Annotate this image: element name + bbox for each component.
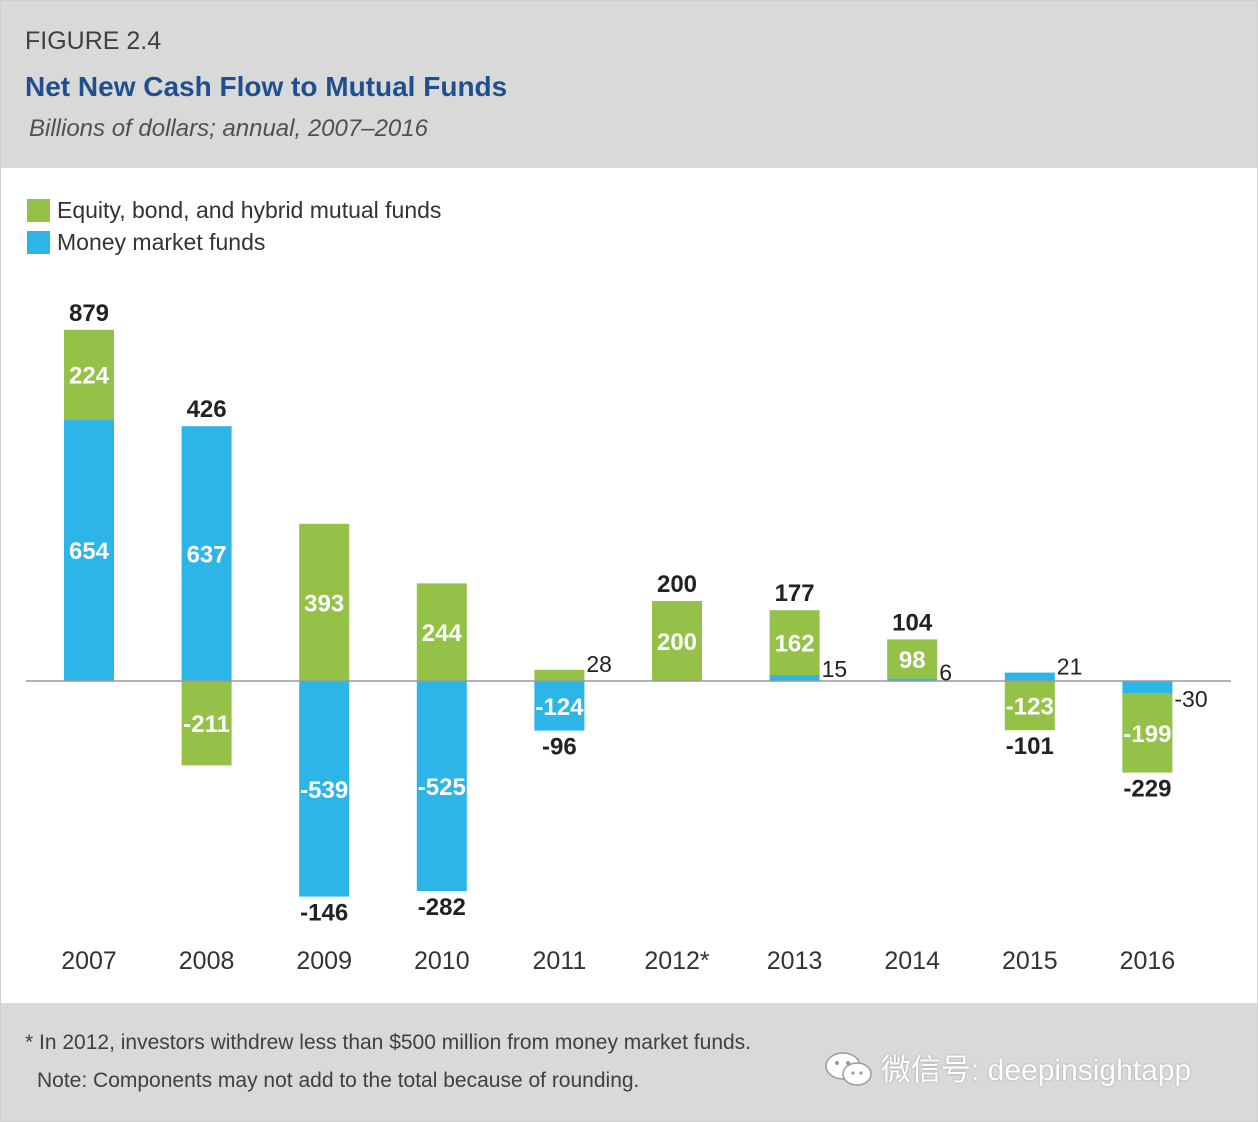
bar-equity-2016 <box>1122 693 1173 773</box>
bar-equity-2011 <box>534 669 585 681</box>
bar-money-market-2011 <box>534 681 585 731</box>
legend-swatch-equity <box>27 199 50 222</box>
data-label: -211 <box>183 711 230 738</box>
bar-money-market-2013 <box>769 675 820 681</box>
x-tick-label: 2007 <box>61 947 117 975</box>
data-label: 162 <box>775 631 815 658</box>
legend-label-money-market: Money market funds <box>57 229 266 255</box>
footnote-2012: * In 2012, investors withdrew less than … <box>25 1031 752 1054</box>
bar-money-market-2016 <box>1122 681 1173 693</box>
data-label: 224 <box>69 363 110 390</box>
bar-equity-2015 <box>1004 681 1055 731</box>
total-label: -101 <box>1006 733 1054 760</box>
bar-money-market-2007 <box>64 419 114 681</box>
chart-title: Net New Cash Flow to Mutual Funds <box>25 71 508 102</box>
bar-equity-2012 <box>652 601 702 681</box>
bar-equity-2008 <box>181 681 232 766</box>
footnote-rounding: Note: Components may not add to the tota… <box>37 1069 640 1092</box>
bar-equity-2010 <box>416 583 467 681</box>
total-label: 879 <box>69 300 109 327</box>
data-label: -539 <box>300 777 348 804</box>
data-label: 21 <box>1057 654 1083 680</box>
total-label: 426 <box>187 396 227 423</box>
data-label: -30 <box>1174 686 1207 712</box>
watermark-text: 微信号: deepinsightapp <box>881 1054 1192 1087</box>
data-label: 393 <box>304 590 344 617</box>
bar-money-market-2008 <box>181 426 232 681</box>
data-label: 15 <box>822 656 848 682</box>
data-label: 6 <box>939 660 952 686</box>
x-tick-label: 2008 <box>179 947 235 975</box>
x-tick-label: 2009 <box>296 947 352 975</box>
figure-footer: * In 2012, investors withdrew less than … <box>1 1003 1257 1121</box>
data-label: 244 <box>422 620 463 647</box>
legend-swatch-money-market <box>27 231 50 254</box>
bar-equity-2007 <box>64 329 114 420</box>
x-tick-label: 2013 <box>767 947 823 975</box>
bar-equity-2014 <box>887 639 938 679</box>
total-label: -96 <box>542 734 577 761</box>
data-label: -124 <box>535 694 584 721</box>
data-label: 98 <box>899 647 926 674</box>
bar-equity-2009 <box>299 523 350 681</box>
total-label: 104 <box>892 609 933 636</box>
bar-equity-2013 <box>769 610 820 675</box>
total-label: 177 <box>775 580 815 607</box>
data-label: 654 <box>69 538 110 565</box>
x-tick-label: 2010 <box>414 947 470 975</box>
x-tick-label: 2016 <box>1120 947 1176 975</box>
bar-money-market-2014 <box>887 678 938 681</box>
chart-subtitle: Billions of dollars; annual, 2007–2016 <box>29 115 428 142</box>
x-tick-label: 2014 <box>884 947 940 975</box>
total-label: -146 <box>300 900 348 927</box>
total-label: 200 <box>657 571 697 598</box>
figure-label: FIGURE 2.4 <box>25 27 162 55</box>
data-label: -199 <box>1123 721 1171 748</box>
data-label: -123 <box>1006 694 1054 721</box>
bar-money-market-2009 <box>299 681 350 897</box>
x-tick-label: 2015 <box>1002 947 1058 975</box>
legend-label-equity: Equity, bond, and hybrid mutual funds <box>57 197 442 223</box>
figure-header: FIGURE 2.4 Net New Cash Flow to Mutual F… <box>1 1 1257 168</box>
total-label: -282 <box>418 894 466 921</box>
wechat-icon <box>825 1052 872 1086</box>
data-label: 200 <box>657 629 697 656</box>
total-label: -229 <box>1123 776 1171 803</box>
x-tick-label: 2011 <box>533 947 587 975</box>
bar-money-market-2010 <box>416 681 467 891</box>
data-label: 28 <box>586 651 612 677</box>
x-tick-label: 2012* <box>644 947 710 975</box>
data-label: 637 <box>187 542 227 569</box>
bar-money-market-2015 <box>1004 672 1055 681</box>
data-label: -525 <box>418 774 466 801</box>
